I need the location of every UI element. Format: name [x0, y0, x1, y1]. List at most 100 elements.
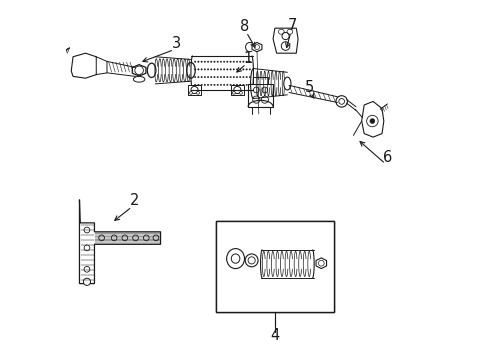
Circle shape — [229, 76, 231, 78]
Polygon shape — [251, 42, 262, 52]
Circle shape — [242, 69, 244, 70]
Circle shape — [197, 69, 199, 70]
Circle shape — [217, 84, 218, 86]
Circle shape — [229, 84, 231, 86]
Circle shape — [217, 69, 218, 70]
Circle shape — [233, 84, 234, 86]
Circle shape — [197, 61, 199, 62]
Circle shape — [223, 84, 224, 86]
Circle shape — [233, 69, 234, 70]
Bar — [253, 77, 267, 84]
Circle shape — [239, 61, 241, 62]
Polygon shape — [71, 53, 98, 78]
Bar — [230, 85, 244, 95]
Circle shape — [201, 84, 202, 86]
Circle shape — [196, 91, 199, 94]
Circle shape — [369, 118, 374, 123]
Circle shape — [201, 69, 202, 70]
Circle shape — [217, 76, 218, 78]
Circle shape — [213, 61, 215, 62]
Circle shape — [244, 254, 258, 267]
Circle shape — [242, 61, 244, 62]
Text: 3: 3 — [172, 36, 181, 51]
Circle shape — [210, 76, 212, 78]
Text: 1: 1 — [243, 51, 252, 66]
Text: 5: 5 — [304, 80, 313, 95]
Circle shape — [223, 69, 224, 70]
Circle shape — [248, 69, 250, 70]
Circle shape — [245, 69, 247, 70]
Circle shape — [203, 84, 205, 86]
Circle shape — [207, 84, 208, 86]
Circle shape — [210, 61, 212, 62]
Circle shape — [239, 91, 242, 94]
Circle shape — [207, 76, 208, 78]
Polygon shape — [96, 57, 107, 75]
Circle shape — [207, 61, 208, 62]
Bar — [247, 84, 272, 107]
Circle shape — [239, 76, 241, 78]
Polygon shape — [315, 258, 326, 269]
Circle shape — [203, 69, 205, 70]
Circle shape — [210, 84, 212, 86]
Circle shape — [194, 61, 196, 62]
Circle shape — [242, 84, 244, 86]
Circle shape — [220, 76, 221, 78]
Circle shape — [201, 61, 202, 62]
Circle shape — [197, 76, 199, 78]
Circle shape — [213, 76, 215, 78]
Circle shape — [245, 84, 247, 86]
Circle shape — [207, 69, 208, 70]
Circle shape — [189, 91, 192, 94]
Polygon shape — [80, 200, 160, 284]
Text: 2: 2 — [129, 193, 139, 208]
Circle shape — [213, 69, 215, 70]
Polygon shape — [132, 64, 145, 76]
Text: 4: 4 — [270, 328, 279, 343]
Text: 8: 8 — [240, 19, 248, 34]
Circle shape — [248, 61, 250, 62]
Text: 7: 7 — [287, 18, 297, 33]
Circle shape — [232, 91, 235, 94]
Circle shape — [233, 76, 234, 78]
Circle shape — [242, 76, 244, 78]
Circle shape — [236, 61, 237, 62]
Circle shape — [226, 69, 227, 70]
Bar — [216, 221, 333, 312]
Circle shape — [226, 76, 227, 78]
Polygon shape — [272, 28, 298, 53]
Circle shape — [335, 96, 346, 107]
Circle shape — [197, 84, 199, 86]
Circle shape — [236, 69, 237, 70]
Circle shape — [229, 61, 231, 62]
Circle shape — [248, 84, 250, 86]
Circle shape — [217, 61, 218, 62]
Circle shape — [229, 69, 231, 70]
Bar — [216, 221, 333, 312]
Circle shape — [236, 76, 237, 78]
Circle shape — [239, 69, 241, 70]
Circle shape — [201, 76, 202, 78]
Circle shape — [213, 84, 215, 86]
Circle shape — [245, 61, 247, 62]
Circle shape — [338, 99, 344, 104]
Circle shape — [220, 84, 221, 86]
Circle shape — [245, 76, 247, 78]
Circle shape — [203, 76, 205, 78]
Circle shape — [226, 61, 227, 62]
Bar — [188, 85, 201, 95]
Circle shape — [223, 76, 224, 78]
Circle shape — [194, 84, 196, 86]
Circle shape — [248, 76, 250, 78]
Circle shape — [226, 84, 227, 86]
Circle shape — [239, 84, 241, 86]
Circle shape — [236, 84, 237, 86]
Circle shape — [220, 61, 221, 62]
Circle shape — [223, 61, 224, 62]
Circle shape — [194, 69, 196, 70]
Circle shape — [203, 61, 205, 62]
Circle shape — [83, 278, 90, 285]
Circle shape — [210, 69, 212, 70]
Circle shape — [220, 69, 221, 70]
Circle shape — [194, 76, 196, 78]
